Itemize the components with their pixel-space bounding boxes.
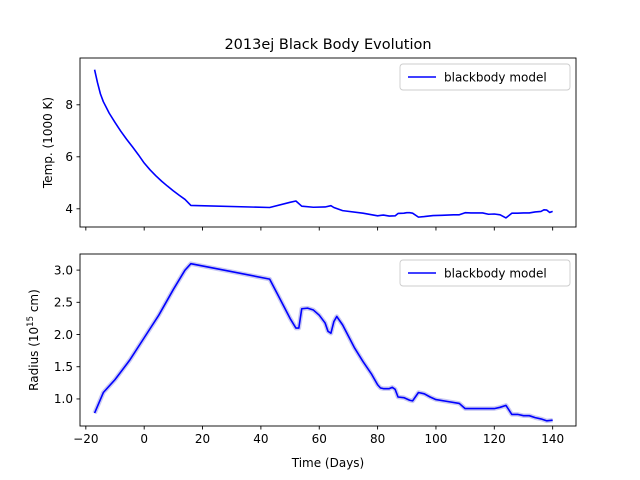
legend-frame (399, 63, 571, 91)
plot-frame (79, 57, 577, 228)
y-tick-label: 2.5 (54, 296, 73, 310)
y-tick-label: 1.5 (54, 360, 73, 374)
x-tick-label: 120 (483, 432, 506, 446)
legend-label: blackbody model (444, 70, 547, 84)
x-tick-label: 20 (195, 432, 210, 446)
legend-label: blackbody model (444, 266, 547, 280)
legend-frame (399, 259, 571, 287)
y-tick-label: 6 (65, 150, 73, 164)
y-tick-label: 8 (65, 98, 73, 112)
radius-panel: −20 0 20 40 60 80 100 120 140 1.0 1.5 2.0 2.5 3.0 Radi… (26, 253, 577, 470)
x-tick-label: 0 (140, 432, 148, 446)
x-tick-label: −20 (73, 432, 98, 446)
y-axis-label: Radius (1015 cm) (26, 289, 41, 391)
temperature-panel: 4 6 8 Temp. (1000 K) blackbody model (41, 57, 577, 231)
y-axis-label: Temp. (1000 K) (41, 97, 55, 189)
series-0-line (93, 69, 553, 219)
legend: blackbody model (399, 63, 571, 91)
x-tick-label: 40 (253, 432, 268, 446)
series-0-band (92, 261, 553, 424)
x-tick-label: 60 (312, 432, 327, 446)
x-tick-label: 80 (370, 432, 385, 446)
y-tick-label: 2.0 (54, 328, 73, 342)
x-axis-label: Time (Days) (291, 456, 365, 470)
x-tick-label: 140 (541, 432, 564, 446)
x-tick-label: 100 (424, 432, 447, 446)
figure-title: 2013ej Black Body Evolution (224, 37, 431, 53)
y-tick-label: 3.0 (54, 263, 73, 277)
y-tick-label: 4 (65, 202, 73, 216)
y-tick-label: 1.0 (54, 392, 73, 406)
legend: blackbody model (399, 259, 571, 287)
series-0-line (93, 262, 553, 422)
plot-frame (79, 253, 577, 427)
